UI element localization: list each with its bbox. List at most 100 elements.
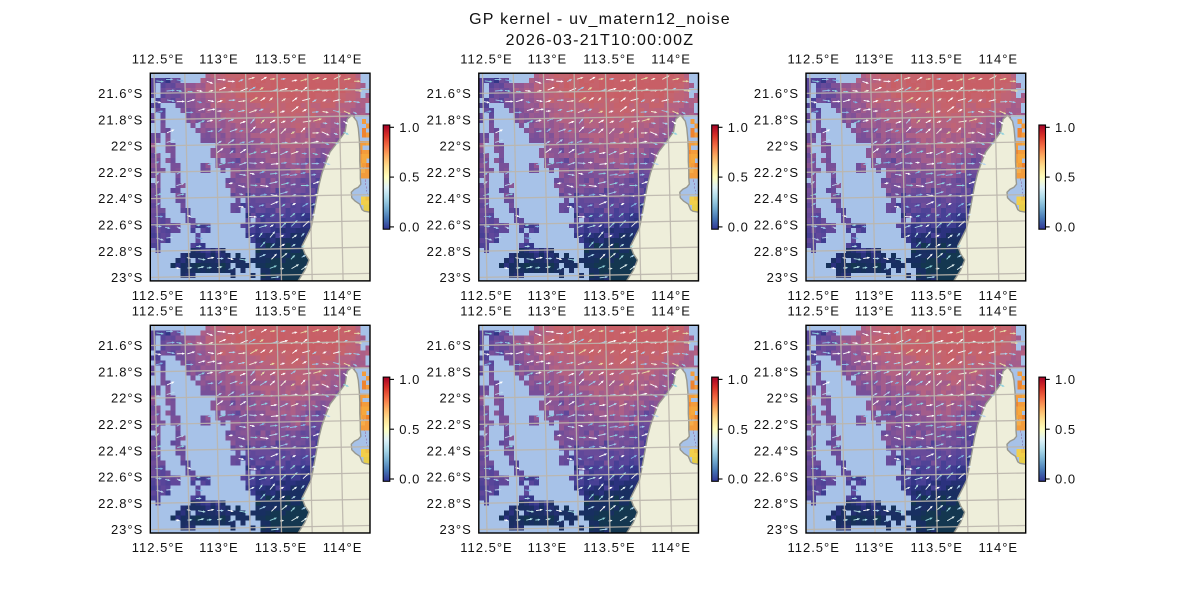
svg-text:22.8°S: 22.8°S — [427, 496, 472, 511]
svg-text:22.6°S: 22.6°S — [754, 470, 799, 485]
svg-text:113.5°E: 113.5°E — [910, 288, 962, 303]
svg-text:21.8°S: 21.8°S — [754, 112, 799, 127]
svg-text:21.6°S: 21.6°S — [427, 338, 472, 353]
svg-text:1.0: 1.0 — [399, 372, 420, 387]
svg-text:112.5°E: 112.5°E — [787, 540, 839, 555]
svg-text:114°E: 114°E — [323, 540, 363, 555]
svg-text:0.0: 0.0 — [399, 472, 420, 487]
svg-text:22.4°S: 22.4°S — [427, 443, 472, 458]
svg-text:113.5°E: 113.5°E — [255, 540, 307, 555]
svg-text:21.8°S: 21.8°S — [98, 112, 143, 127]
svg-text:114°E: 114°E — [323, 288, 363, 303]
svg-text:22.4°S: 22.4°S — [754, 191, 799, 206]
svg-text:112.5°E: 112.5°E — [460, 288, 512, 303]
svg-text:112.5°E: 112.5°E — [460, 304, 512, 319]
svg-text:22°S: 22°S — [111, 391, 143, 406]
svg-text:21.6°S: 21.6°S — [754, 86, 799, 101]
svg-text:22°S: 22°S — [767, 139, 799, 154]
svg-text:22.6°S: 22.6°S — [98, 218, 143, 233]
svg-text:1.0: 1.0 — [1055, 372, 1076, 387]
svg-text:23°S: 23°S — [439, 522, 471, 537]
svg-text:0.5: 0.5 — [728, 170, 749, 185]
svg-text:0.0: 0.0 — [1055, 220, 1076, 235]
svg-text:22.2°S: 22.2°S — [754, 417, 799, 432]
svg-text:113.5°E: 113.5°E — [255, 52, 307, 67]
svg-text:22°S: 22°S — [111, 139, 143, 154]
svg-text:23°S: 23°S — [111, 270, 143, 285]
svg-text:22.8°S: 22.8°S — [98, 244, 143, 259]
svg-text:0.0: 0.0 — [728, 220, 749, 235]
svg-text:22.2°S: 22.2°S — [427, 165, 472, 180]
svg-text:21.6°S: 21.6°S — [98, 86, 143, 101]
svg-text:113°E: 113°E — [199, 304, 239, 319]
svg-text:GP kernel - uv_matern12_noise: GP kernel - uv_matern12_noise — [469, 11, 731, 28]
svg-text:2026-03-21T10:00:00Z: 2026-03-21T10:00:00Z — [506, 32, 695, 49]
svg-text:113°E: 113°E — [199, 52, 239, 67]
svg-text:112.5°E: 112.5°E — [787, 288, 839, 303]
svg-text:114°E: 114°E — [978, 52, 1018, 67]
svg-text:21.6°S: 21.6°S — [98, 338, 143, 353]
svg-text:112.5°E: 112.5°E — [460, 52, 512, 67]
svg-text:22.4°S: 22.4°S — [98, 191, 143, 206]
svg-text:114°E: 114°E — [651, 52, 691, 67]
svg-text:113.5°E: 113.5°E — [910, 540, 962, 555]
svg-text:22.6°S: 22.6°S — [427, 470, 472, 485]
svg-text:22.8°S: 22.8°S — [98, 496, 143, 511]
svg-text:22°S: 22°S — [439, 139, 471, 154]
svg-text:113.5°E: 113.5°E — [255, 304, 307, 319]
svg-text:113.5°E: 113.5°E — [583, 288, 635, 303]
svg-text:0.0: 0.0 — [728, 472, 749, 487]
svg-text:113°E: 113°E — [528, 52, 568, 67]
svg-text:0.5: 0.5 — [399, 422, 420, 437]
svg-text:22.4°S: 22.4°S — [754, 443, 799, 458]
svg-text:22°S: 22°S — [767, 391, 799, 406]
svg-text:22.6°S: 22.6°S — [98, 470, 143, 485]
svg-text:112.5°E: 112.5°E — [132, 540, 184, 555]
svg-text:0.5: 0.5 — [1055, 422, 1076, 437]
svg-text:114°E: 114°E — [978, 288, 1018, 303]
svg-text:22.2°S: 22.2°S — [754, 165, 799, 180]
svg-text:1.0: 1.0 — [399, 120, 420, 135]
svg-text:114°E: 114°E — [651, 304, 691, 319]
svg-text:22.2°S: 22.2°S — [98, 165, 143, 180]
svg-text:112.5°E: 112.5°E — [787, 52, 839, 67]
svg-text:113.5°E: 113.5°E — [583, 52, 635, 67]
svg-text:22°S: 22°S — [439, 391, 471, 406]
svg-text:23°S: 23°S — [111, 522, 143, 537]
svg-text:114°E: 114°E — [978, 540, 1018, 555]
svg-text:114°E: 114°E — [651, 540, 691, 555]
svg-text:114°E: 114°E — [651, 288, 691, 303]
svg-text:22.8°S: 22.8°S — [754, 244, 799, 259]
svg-text:113.5°E: 113.5°E — [583, 304, 635, 319]
svg-text:23°S: 23°S — [439, 270, 471, 285]
svg-text:113°E: 113°E — [199, 540, 239, 555]
svg-text:21.6°S: 21.6°S — [754, 338, 799, 353]
svg-text:114°E: 114°E — [978, 304, 1018, 319]
svg-text:113°E: 113°E — [855, 540, 895, 555]
svg-text:0.5: 0.5 — [399, 170, 420, 185]
svg-text:113.5°E: 113.5°E — [910, 52, 962, 67]
svg-text:22.2°S: 22.2°S — [98, 417, 143, 432]
svg-text:113.5°E: 113.5°E — [583, 540, 635, 555]
svg-text:21.8°S: 21.8°S — [754, 364, 799, 379]
svg-text:22.6°S: 22.6°S — [754, 218, 799, 233]
svg-text:0.0: 0.0 — [1055, 472, 1076, 487]
svg-text:114°E: 114°E — [323, 304, 363, 319]
svg-text:112.5°E: 112.5°E — [132, 288, 184, 303]
svg-text:21.8°S: 21.8°S — [427, 112, 472, 127]
svg-text:113°E: 113°E — [528, 304, 568, 319]
svg-text:23°S: 23°S — [767, 522, 799, 537]
svg-text:112.5°E: 112.5°E — [132, 304, 184, 319]
svg-text:22.8°S: 22.8°S — [754, 496, 799, 511]
svg-text:113°E: 113°E — [199, 288, 239, 303]
svg-text:1.0: 1.0 — [728, 120, 749, 135]
svg-text:113°E: 113°E — [528, 540, 568, 555]
svg-text:112.5°E: 112.5°E — [460, 540, 512, 555]
svg-text:22.4°S: 22.4°S — [427, 191, 472, 206]
svg-text:23°S: 23°S — [767, 270, 799, 285]
svg-text:21.8°S: 21.8°S — [427, 364, 472, 379]
svg-text:1.0: 1.0 — [1055, 120, 1076, 135]
svg-text:22.6°S: 22.6°S — [427, 218, 472, 233]
svg-text:113.5°E: 113.5°E — [255, 288, 307, 303]
svg-text:0.5: 0.5 — [1055, 170, 1076, 185]
